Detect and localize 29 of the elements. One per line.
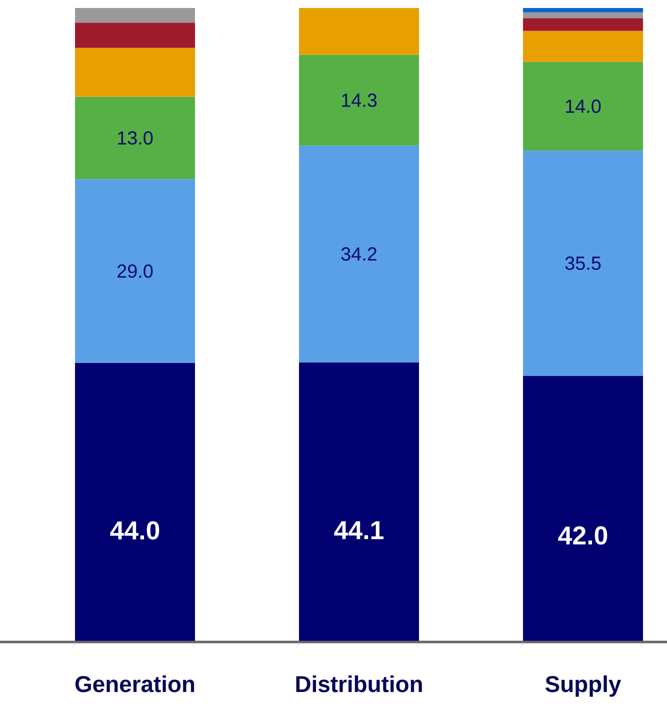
- bar: [299, 54, 420, 146]
- bar: [523, 30, 644, 62]
- x-tick-label: Generation: [75, 675, 194, 692]
- bar: [523, 62, 644, 151]
- data-label: 14.0: [566, 100, 601, 113]
- bar: [75, 22, 196, 48]
- bar: [75, 8, 196, 23]
- bar: [75, 179, 196, 364]
- bar: [523, 18, 644, 31]
- data-label: 42.0: [558, 526, 608, 545]
- bar: [523, 8, 644, 12]
- bar: [75, 96, 196, 180]
- bar: [523, 376, 644, 642]
- bar: [75, 363, 196, 642]
- bar: [299, 8, 420, 55]
- bar: [523, 150, 644, 376]
- data-label: 29.0: [118, 264, 153, 278]
- data-label: 44.1: [334, 521, 384, 540]
- data-label: 35.5: [565, 256, 601, 270]
- bar: [523, 12, 644, 18]
- data-label: 44.0: [110, 521, 160, 540]
- data-label: 13.0: [118, 131, 153, 145]
- bar: [299, 146, 420, 362]
- x-tick-label: Distribution: [296, 675, 422, 692]
- bar: [75, 48, 196, 97]
- data-label: 14.3: [342, 94, 377, 107]
- bar: [299, 362, 420, 642]
- x-tick-label: Supply: [545, 675, 622, 697]
- data-label: 34.2: [341, 247, 376, 261]
